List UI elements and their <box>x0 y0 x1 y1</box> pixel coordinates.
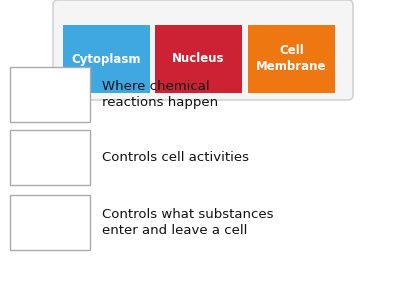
FancyBboxPatch shape <box>53 0 353 100</box>
Text: Controls cell activities: Controls cell activities <box>102 151 249 164</box>
Bar <box>248 25 335 93</box>
Text: Nucleus: Nucleus <box>172 52 225 65</box>
Bar <box>155 25 242 93</box>
Text: Controls what substances
enter and leave a cell: Controls what substances enter and leave… <box>102 208 274 237</box>
Text: Cytoplasm: Cytoplasm <box>72 52 141 65</box>
Bar <box>63 25 150 93</box>
Bar <box>10 130 90 185</box>
Text: Where chemical
reactions happen: Where chemical reactions happen <box>102 80 218 109</box>
Bar <box>10 195 90 250</box>
Bar <box>10 67 90 122</box>
Text: Cell
Membrane: Cell Membrane <box>256 44 327 74</box>
